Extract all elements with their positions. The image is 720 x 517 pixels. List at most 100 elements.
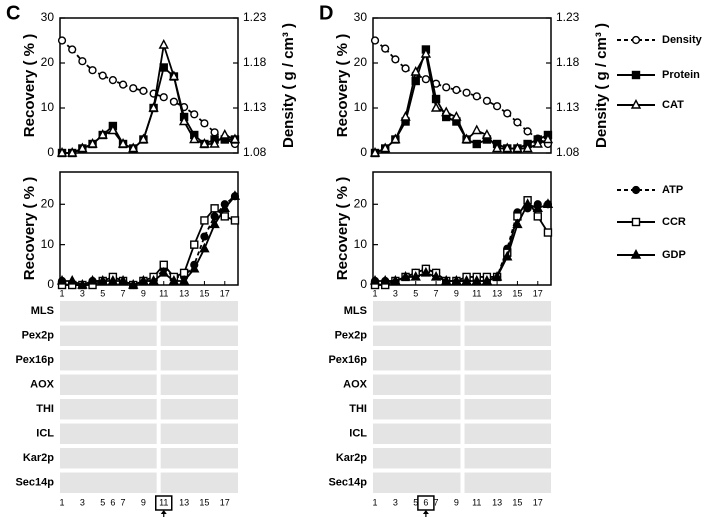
marker (107, 124, 119, 135)
y-tick-label: 10 (354, 237, 368, 251)
y2-tick-label: 1.23 (243, 10, 267, 24)
series-line (375, 198, 549, 286)
legend-label: Density (662, 34, 703, 46)
marker (472, 139, 481, 149)
marker (108, 75, 117, 85)
blot-strip (373, 350, 461, 371)
y2-axis-label: Density ( g / cm³ ) (593, 23, 610, 148)
blot-row-label: AOX (30, 379, 55, 391)
y-tick-label: 10 (41, 237, 55, 251)
y2-tick-label: 1.08 (556, 145, 580, 159)
lane-label: 11 (472, 497, 481, 507)
marker (118, 80, 128, 89)
y2-tick-label: 1.18 (243, 55, 267, 69)
blot-strip (464, 374, 551, 395)
marker (56, 147, 68, 157)
y2-tick-label: 1.08 (243, 145, 267, 159)
lane-label: 17 (220, 497, 230, 507)
blot-row-label: MLS (344, 305, 367, 317)
lane-label: 17 (533, 497, 543, 507)
marker (210, 128, 219, 137)
blot-row-label: MLS (31, 305, 54, 317)
pellet-arrow-head (422, 510, 429, 514)
marker (380, 142, 391, 153)
blot-strip (160, 472, 238, 493)
blot-strip (160, 374, 238, 395)
lane-label: 9 (454, 497, 459, 507)
marker (532, 202, 543, 213)
blot-strip (373, 301, 461, 322)
blot-strip (464, 423, 551, 444)
marker (420, 266, 432, 277)
y-tick-label: 20 (354, 55, 368, 69)
marker (68, 45, 77, 54)
blot-row-label: Kar2p (336, 452, 367, 464)
blot-strip (373, 423, 461, 444)
blot-strip (60, 301, 157, 322)
blot-strip (373, 399, 461, 420)
marker (189, 133, 200, 144)
lane-label: 1 (373, 497, 378, 507)
marker (209, 218, 220, 229)
y-axis-label: Recovery ( % ) (21, 34, 38, 137)
legend-label: Protein (662, 69, 700, 81)
series-line (61, 39, 236, 145)
blot-row-label: ICL (36, 428, 54, 440)
x-tick-label: 3 (80, 288, 85, 298)
marker (189, 262, 200, 273)
marker (461, 274, 472, 285)
blot-row-label: Sec14p (328, 477, 367, 489)
marker (471, 124, 482, 135)
y-tick-label: 0 (360, 145, 367, 159)
blot-strip (464, 325, 551, 346)
marker (117, 138, 129, 148)
lane-label: 5 (100, 497, 105, 507)
x-tick-label: 15 (199, 288, 209, 298)
series-line (61, 195, 236, 286)
marker (630, 99, 642, 109)
blot-row-label: Pex16p (328, 354, 367, 366)
y-tick-label: 0 (360, 277, 367, 291)
marker (148, 102, 159, 112)
blot-strip (60, 472, 157, 493)
marker (178, 274, 190, 285)
y2-tick-label: 1.13 (556, 100, 580, 114)
marker (381, 44, 390, 53)
marker (107, 274, 119, 285)
marker (199, 138, 210, 148)
marker (491, 270, 503, 281)
plot-frame (59, 17, 239, 154)
x-tick-label: 5 (100, 288, 105, 298)
lane-label: 15 (199, 497, 209, 507)
y2-tick-label: 1.23 (556, 10, 580, 24)
marker (533, 212, 542, 221)
marker (190, 110, 199, 119)
series-line (62, 195, 236, 286)
x-tick-label: 11 (472, 288, 481, 298)
marker (512, 142, 523, 153)
marker (199, 242, 210, 253)
y-axis-label: Recovery ( % ) (21, 177, 38, 280)
marker (178, 115, 190, 126)
marker (369, 147, 381, 157)
marker (481, 129, 493, 139)
marker (370, 36, 380, 45)
y-tick-label: 20 (41, 196, 55, 210)
marker (159, 93, 168, 102)
marker (543, 228, 553, 237)
marker (503, 109, 512, 118)
marker (97, 129, 108, 139)
marker (421, 75, 430, 84)
blot-row-label: THI (349, 403, 367, 415)
marker (451, 274, 462, 285)
legend-label: GDP (662, 249, 686, 261)
lane-label: 7 (434, 497, 439, 507)
x-tick-label: 11 (159, 288, 168, 298)
marker (138, 274, 149, 285)
marker (410, 66, 421, 76)
lane-label: 9 (141, 497, 146, 507)
marker (129, 84, 138, 93)
x-tick-label: 9 (141, 288, 146, 298)
marker (472, 92, 481, 101)
y-tick-label: 10 (41, 100, 55, 114)
